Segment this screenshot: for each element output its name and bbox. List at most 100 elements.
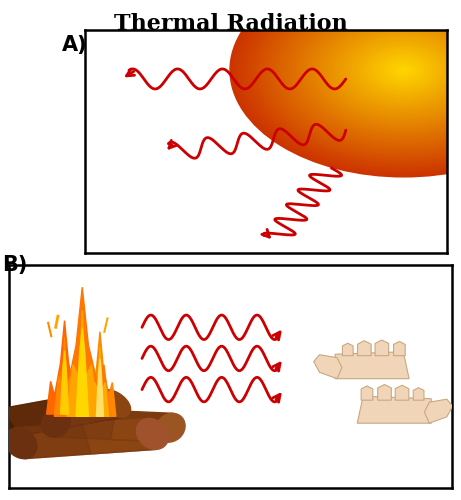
Circle shape bbox=[328, 24, 461, 117]
Text: A): A) bbox=[62, 35, 88, 55]
Circle shape bbox=[321, 20, 461, 121]
Circle shape bbox=[389, 60, 419, 80]
Polygon shape bbox=[96, 359, 103, 416]
Ellipse shape bbox=[0, 411, 14, 438]
Polygon shape bbox=[394, 342, 405, 355]
Circle shape bbox=[276, 0, 461, 149]
Circle shape bbox=[280, 0, 461, 146]
Circle shape bbox=[297, 4, 461, 136]
Circle shape bbox=[397, 66, 410, 74]
Polygon shape bbox=[343, 343, 353, 355]
Circle shape bbox=[249, 0, 461, 165]
Circle shape bbox=[234, 0, 461, 174]
Polygon shape bbox=[60, 350, 69, 414]
Circle shape bbox=[243, 0, 461, 169]
Circle shape bbox=[301, 8, 461, 133]
Circle shape bbox=[300, 6, 461, 134]
Circle shape bbox=[399, 68, 408, 72]
Circle shape bbox=[361, 44, 447, 97]
Circle shape bbox=[252, 0, 461, 164]
Circle shape bbox=[382, 56, 426, 84]
Circle shape bbox=[291, 0, 461, 140]
Circle shape bbox=[402, 68, 406, 71]
Circle shape bbox=[371, 50, 436, 90]
Circle shape bbox=[286, 0, 461, 142]
Polygon shape bbox=[54, 338, 75, 414]
Circle shape bbox=[395, 64, 413, 76]
Circle shape bbox=[384, 58, 423, 82]
Circle shape bbox=[365, 46, 443, 94]
Polygon shape bbox=[378, 384, 391, 400]
Circle shape bbox=[273, 0, 461, 150]
Polygon shape bbox=[361, 386, 373, 400]
Polygon shape bbox=[17, 418, 157, 459]
Circle shape bbox=[295, 4, 461, 137]
Polygon shape bbox=[91, 347, 109, 416]
Circle shape bbox=[386, 60, 421, 80]
Circle shape bbox=[338, 30, 461, 110]
Circle shape bbox=[317, 16, 461, 124]
Circle shape bbox=[369, 48, 438, 92]
Ellipse shape bbox=[5, 428, 37, 458]
Circle shape bbox=[304, 8, 461, 132]
Circle shape bbox=[230, 0, 461, 177]
Circle shape bbox=[284, 0, 461, 144]
Text: Thermal Radiation: Thermal Radiation bbox=[113, 12, 348, 34]
Polygon shape bbox=[67, 310, 98, 416]
Circle shape bbox=[373, 52, 434, 88]
Circle shape bbox=[271, 0, 461, 152]
Circle shape bbox=[306, 10, 461, 130]
Polygon shape bbox=[357, 396, 431, 423]
Circle shape bbox=[313, 14, 461, 126]
Polygon shape bbox=[335, 352, 409, 378]
Polygon shape bbox=[84, 332, 116, 416]
Circle shape bbox=[354, 40, 454, 101]
Circle shape bbox=[315, 16, 461, 125]
Circle shape bbox=[356, 40, 451, 100]
Circle shape bbox=[358, 42, 449, 98]
Circle shape bbox=[367, 48, 441, 92]
Polygon shape bbox=[0, 390, 124, 438]
Circle shape bbox=[343, 32, 461, 108]
Circle shape bbox=[341, 32, 461, 109]
Circle shape bbox=[263, 0, 461, 157]
Circle shape bbox=[248, 0, 461, 166]
Circle shape bbox=[376, 52, 432, 88]
Circle shape bbox=[380, 56, 428, 84]
Polygon shape bbox=[413, 388, 424, 400]
Circle shape bbox=[352, 38, 456, 102]
Circle shape bbox=[319, 18, 461, 122]
Circle shape bbox=[254, 0, 461, 162]
Circle shape bbox=[347, 36, 460, 105]
Circle shape bbox=[265, 0, 461, 156]
Polygon shape bbox=[53, 408, 168, 442]
Circle shape bbox=[260, 0, 461, 158]
Circle shape bbox=[308, 12, 461, 129]
Circle shape bbox=[245, 0, 461, 168]
Circle shape bbox=[391, 62, 417, 78]
Circle shape bbox=[239, 0, 461, 172]
Circle shape bbox=[267, 0, 461, 154]
Circle shape bbox=[282, 0, 461, 145]
Circle shape bbox=[337, 28, 461, 112]
Circle shape bbox=[324, 20, 461, 119]
Polygon shape bbox=[313, 354, 342, 378]
Circle shape bbox=[378, 54, 430, 86]
Circle shape bbox=[330, 24, 461, 116]
Circle shape bbox=[362, 44, 445, 96]
Circle shape bbox=[293, 2, 461, 138]
Circle shape bbox=[232, 0, 461, 176]
Circle shape bbox=[236, 0, 461, 173]
Ellipse shape bbox=[156, 414, 185, 442]
Circle shape bbox=[278, 0, 461, 148]
Circle shape bbox=[393, 64, 414, 76]
Polygon shape bbox=[395, 386, 409, 400]
Circle shape bbox=[325, 22, 461, 118]
Polygon shape bbox=[358, 341, 371, 355]
Polygon shape bbox=[375, 340, 389, 355]
Ellipse shape bbox=[97, 390, 130, 417]
Polygon shape bbox=[53, 408, 173, 442]
Circle shape bbox=[349, 36, 458, 104]
Circle shape bbox=[345, 34, 461, 106]
Polygon shape bbox=[425, 399, 453, 423]
